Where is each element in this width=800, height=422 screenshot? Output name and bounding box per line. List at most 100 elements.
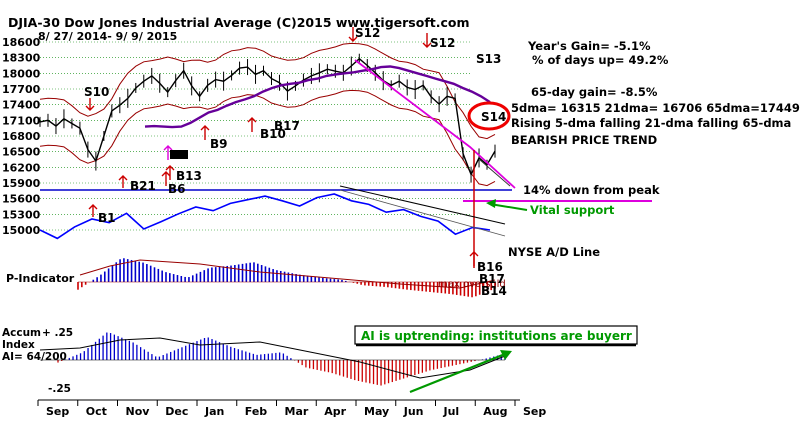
p-indicator-label: P-Indicator: [6, 272, 75, 285]
y-tick-label: 16200: [2, 161, 41, 174]
arrow-magenta-dec: [163, 145, 173, 160]
x-tick-label: Feb: [245, 405, 268, 418]
arrow-b21: [118, 175, 128, 188]
signal-b9: B9: [210, 137, 228, 151]
y-tick-label: 18000: [2, 67, 41, 80]
accum-label-2: Index: [2, 339, 35, 351]
x-tick-label: Sep: [523, 405, 546, 418]
years-gain: Year's Gain= -5.1%: [527, 39, 651, 53]
x-tick-label: Jun: [403, 405, 424, 418]
x-axis-ticks: Sep Oct Nov Dec Jan Feb Mar Apr May Jun Jul Aug Sep: [37, 400, 546, 418]
signal-b14: B14: [481, 284, 507, 298]
x-tick-label: Mar: [285, 405, 309, 418]
gain-65day: 65-day gain= -8.5%: [531, 85, 658, 99]
arrow-s12-may: [348, 27, 358, 42]
y-tick-label: 17400: [2, 99, 41, 112]
x-tick-label: Nov: [126, 405, 151, 418]
signal-b17: B17: [274, 119, 300, 133]
p-indicator-ma: [79, 259, 496, 289]
ma65-line: [144, 65, 491, 129]
pct-days-up: % of days up= 49.2%: [532, 53, 669, 67]
accum-label-1: Accum: [2, 327, 41, 339]
accum-plus: + .25: [42, 327, 73, 339]
y-tick-label: 15600: [2, 193, 41, 206]
accum-minus: -.25: [48, 383, 71, 395]
signal-b1: B1: [98, 211, 116, 225]
price-series: [39, 53, 496, 183]
signals: S10 S12 S12 S13 S14 B1 B21 B6 B13 B9 B10…: [84, 26, 507, 298]
price-line: [39, 57, 496, 177]
arrow-b13: [165, 165, 175, 180]
ai-banner-text: AI is uptrending: institutions are buyer…: [361, 329, 632, 343]
signal-s12-may: S12: [355, 26, 380, 40]
signal-s13: S13: [476, 52, 501, 66]
accum-label-3: AI= 64/200: [2, 351, 67, 363]
y-tick-label: 16800: [2, 130, 41, 143]
down-from-peak-label: 14% down from peak: [523, 183, 660, 197]
arrow-b16: [469, 251, 479, 266]
accum-arrow-head: [500, 350, 512, 360]
x-tick-label: Dec: [165, 405, 188, 418]
arrow-b9: [200, 125, 210, 140]
signal-b6: B6: [168, 182, 186, 196]
ad-downtrend-line: [339, 185, 506, 225]
signal-s14: S14: [481, 110, 506, 124]
ad-line-label: NYSE A/D Line: [508, 245, 600, 259]
dma-values: 5dma= 16315 21dma= 16706 65dma=17449: [511, 101, 800, 115]
s14-circle: [467, 101, 511, 131]
arrow-b10: [247, 117, 257, 132]
signal-arrows: [85, 27, 479, 266]
vital-support-label: Vital support: [530, 203, 615, 217]
accum-index-bars: [57, 332, 506, 386]
arrow-b1: [88, 204, 98, 217]
lower-band: [39, 89, 496, 187]
arrow-s10: [85, 98, 95, 111]
accum-uptrend-arrow: [409, 350, 511, 394]
arrow-b6: [161, 171, 171, 186]
y-axis-ticks: 18600 18300 18000 17700 17400 17100 16800 16500…: [2, 36, 41, 237]
signal-b16: B16: [477, 260, 503, 274]
ad-line: [39, 193, 491, 240]
signal-arrows-magenta: [163, 145, 173, 160]
x-tick-label: May: [364, 405, 389, 418]
y-tick-label: 17100: [2, 114, 41, 127]
downtrend-line: [354, 59, 516, 189]
x-tick-label: Jul: [443, 405, 460, 418]
signal-b-cluster: [170, 150, 188, 159]
upper-band: [39, 42, 496, 140]
signal-b13: B13: [176, 169, 202, 183]
y-tick-label: 15300: [2, 208, 41, 221]
dma-trend: Rising 5-dma falling 21-dma falling 65-d…: [511, 116, 791, 130]
p-indicator-bars: [77, 258, 496, 298]
y-tick-label: 18300: [2, 52, 41, 65]
x-tick-label: Apr: [324, 405, 346, 418]
x-tick-label: Oct: [86, 405, 107, 418]
x-tick-label: Jan: [204, 405, 224, 418]
vital-support-arrow: [489, 203, 528, 211]
y-tick-label: 16500: [2, 146, 41, 159]
trend-label: BEARISH PRICE TREND: [511, 133, 657, 147]
chart-title: DJIA-30 Dow Jones Industrial Average (C)…: [8, 15, 470, 30]
ad-line-series: [39, 193, 491, 240]
ma65-series: [144, 65, 491, 129]
ad-downtrend-line-2: [339, 189, 506, 237]
signal-b21: B21: [130, 179, 156, 193]
signal-b10: B10: [260, 127, 286, 141]
signal-s10: S10: [84, 85, 109, 99]
y-tick-label: 18600: [2, 36, 41, 49]
y-tick-label: 17700: [2, 83, 41, 96]
vital-support-arrow-head: [486, 199, 496, 208]
signal-s12-jul: S12: [430, 36, 455, 50]
x-tick-label: Aug: [483, 405, 507, 418]
y-tick-label: 15900: [2, 177, 41, 190]
accum-index-ma: [39, 337, 506, 379]
arrow-s12-jul: [422, 33, 432, 48]
max-oversold-label: max oversold: [438, 279, 506, 290]
signal-b17b: B17: [479, 272, 505, 286]
x-tick-label: Sep: [46, 405, 69, 418]
bollinger-bands: [39, 42, 496, 187]
y-tick-label: 15000: [2, 224, 41, 237]
triangle-top-line: [479, 159, 511, 187]
date-range: 8/ 27/ 2014- 9/ 9/ 2015: [38, 30, 177, 43]
